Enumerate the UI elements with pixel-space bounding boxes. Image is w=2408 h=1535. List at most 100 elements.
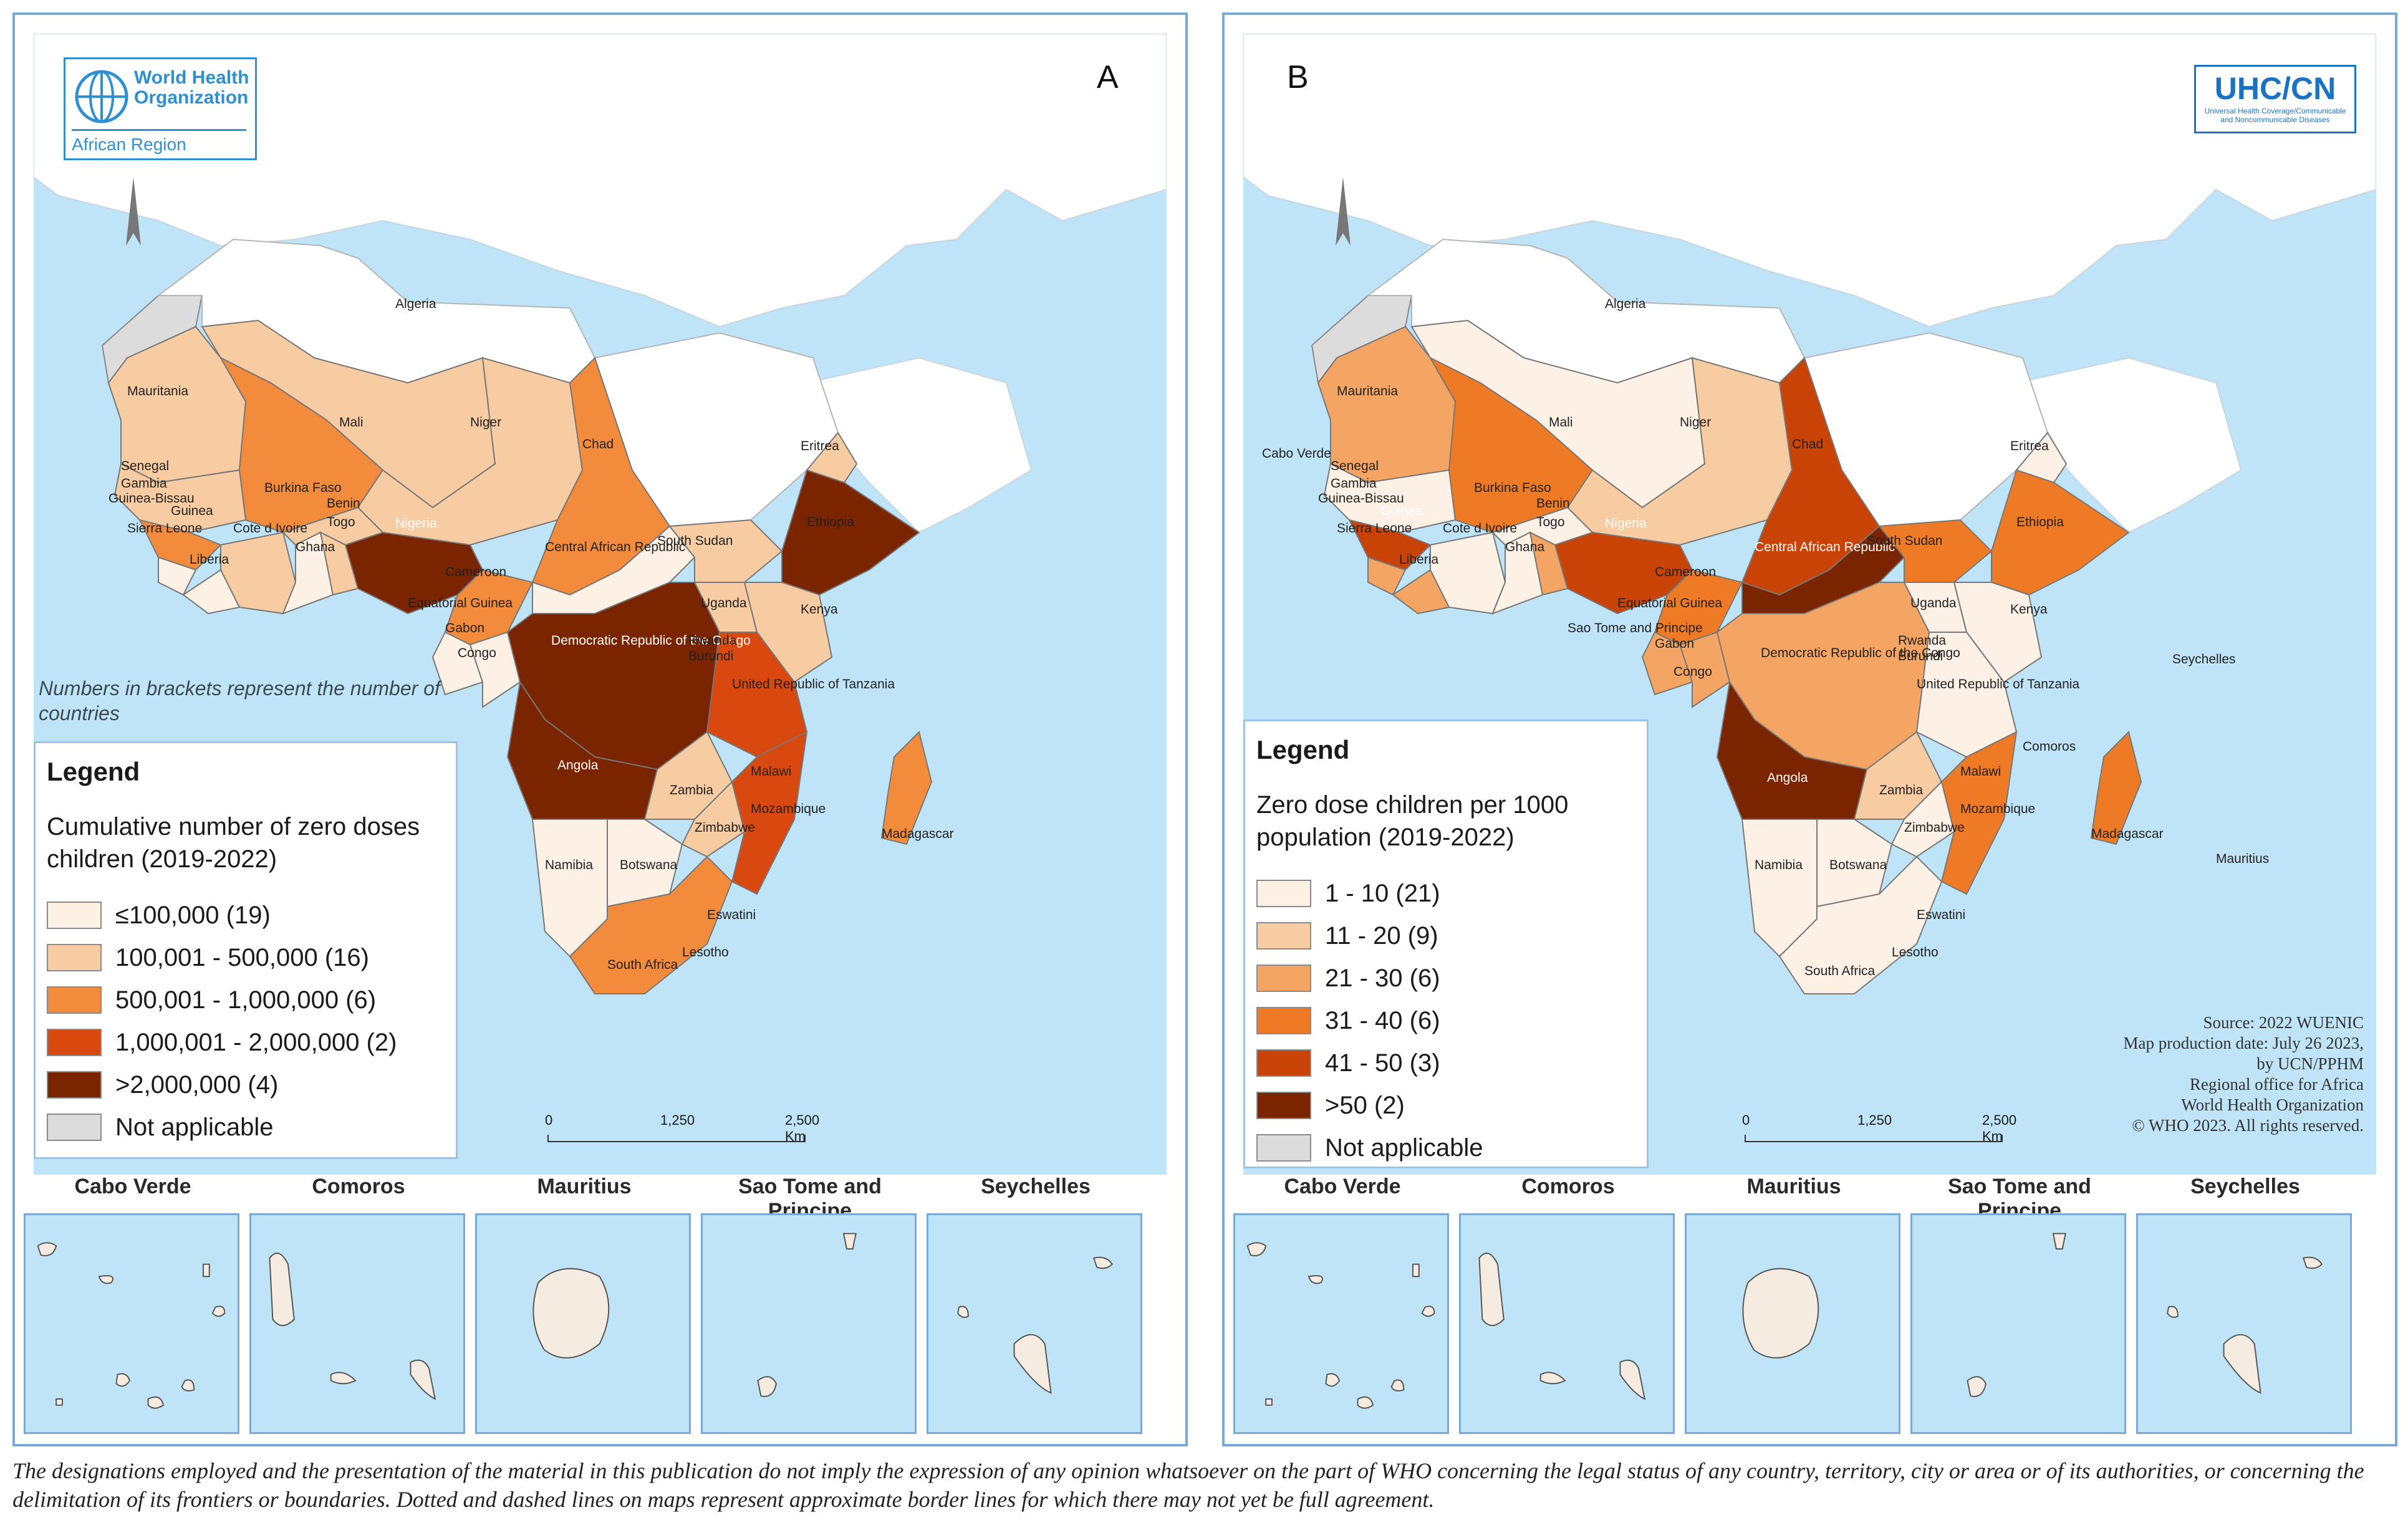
label-kenya: Kenya <box>2010 602 2048 617</box>
label-south-africa: South Africa <box>1804 964 1876 978</box>
label-guinea: Guinea <box>171 504 213 518</box>
label-namibia: Namibia <box>1755 858 1803 872</box>
scale-bar: 0 1,250 2,500 Km <box>545 1112 838 1156</box>
label-mauritania: Mauritania <box>1337 384 1398 398</box>
label-cabo-verde: Cabo Verde <box>1262 446 1331 461</box>
label-botswana: Botswana <box>1829 858 1887 872</box>
legend-label: 1,000,001 - 2,000,000 (2) <box>115 1028 397 1056</box>
who-line2: Organization <box>134 87 249 108</box>
source-line: Map production date: July 26 2023, <box>2123 1034 2364 1052</box>
label-zambia: Zambia <box>670 783 713 797</box>
europe-land <box>34 34 1167 328</box>
south-africa <box>569 855 733 994</box>
insets-a: Cabo Verde Comoros Mauritius Sao Tome and P… <box>24 1175 1177 1443</box>
map-note: Numbers in brackets represent the number… <box>39 677 440 724</box>
label-mali: Mali <box>339 415 364 430</box>
inset-islands <box>757 1233 857 1397</box>
label-liberia: Liberia <box>190 552 229 567</box>
label-uganda: Uganda <box>701 596 747 610</box>
label-car: Central African Republic <box>1755 540 1895 554</box>
map-panel-b: Algeria Mauritania Mali Niger Chad Cabo … <box>1222 12 2397 1446</box>
madagascar <box>2090 731 2142 845</box>
label-uganda: Uganda <box>1910 596 1957 610</box>
label-angola: Angola <box>557 758 599 772</box>
label-ethiopia: Ethiopia <box>807 515 854 529</box>
label-rwanda: Rwanda <box>688 633 736 648</box>
legend-swatch <box>47 902 102 929</box>
uhc-line1: Universal Health Coverage/Communicable <box>2204 107 2346 115</box>
inset-title: Comoros <box>1521 1175 1615 1198</box>
legend-swatch <box>1256 922 1311 950</box>
label-gabon: Gabon <box>1655 637 1694 651</box>
label-niger: Niger <box>1680 415 1711 430</box>
label-eswatini: Eswatini <box>707 908 756 922</box>
inset-islands <box>1478 1253 1646 1400</box>
scale-1250: 1,250 <box>1857 1112 1892 1128</box>
label-liberia: Liberia <box>1399 552 1438 567</box>
uhc-line2: and Noncommunicable Diseases <box>2220 115 2330 124</box>
label-guinea: Guinea <box>1380 504 1423 518</box>
inset-map: Comoros <box>1459 1175 1677 1443</box>
label-drc: Democratic Republic of the Congo <box>551 633 751 648</box>
mali <box>1428 356 1594 534</box>
legend-swatch <box>1256 965 1311 992</box>
inset-title: Sao Tome and Principe <box>738 1175 882 1223</box>
gabon <box>431 631 484 696</box>
legend-label: 31 - 40 (6) <box>1325 1006 1440 1034</box>
congo <box>469 631 521 708</box>
madagascar <box>880 731 933 845</box>
label-senegal: Senegal <box>1331 459 1379 473</box>
legend-label: 100,001 - 500,000 (16) <box>115 943 369 971</box>
botswana <box>1816 819 1893 908</box>
label-cameroon: Cameroon <box>445 565 506 579</box>
who-line1: World Health <box>134 67 249 88</box>
legend-row: 1,000,001 - 2,000,000 (2) <box>47 1021 445 1064</box>
inset-box <box>249 1213 465 1434</box>
source-line: © WHO 2023. All rights reserved. <box>2132 1116 2364 1135</box>
legend-title: Legend <box>47 757 140 786</box>
mozambique <box>1940 731 2018 895</box>
legend-label: 500,001 - 1,000,000 (6) <box>115 986 377 1014</box>
legend-label: 21 - 30 (6) <box>1325 964 1440 992</box>
label-gambia: Gambia <box>1331 476 1377 491</box>
inset-box <box>927 1213 1142 1434</box>
scale-0: 0 <box>545 1112 553 1128</box>
botswana <box>607 819 683 908</box>
legend-label: Not applicable <box>1325 1133 1483 1162</box>
inset-islands <box>1246 1242 1435 1409</box>
uhc-title: UHC/CN <box>2214 71 2336 106</box>
mozambique <box>731 731 808 895</box>
legend-swatch <box>47 1029 102 1056</box>
inset-islands <box>532 1268 610 1359</box>
legend-label: 41 - 50 (3) <box>1325 1049 1440 1077</box>
label-malawi: Malawi <box>1960 764 2001 779</box>
legend-row: 500,001 - 1,000,000 (6) <box>47 979 445 1021</box>
panel-letter: B <box>1287 59 1309 95</box>
legend-row: 21 - 30 (6) <box>1256 957 1635 999</box>
legend-row: 11 - 20 (9) <box>1256 915 1635 957</box>
legend-b: Legend Zero dose children per 1000 popul… <box>1243 719 1649 1168</box>
europe-land <box>1243 34 2376 328</box>
label-eswatini: Eswatini <box>1917 908 1965 922</box>
legend-a: Legend Cumulative number of zero doses c… <box>34 741 458 1159</box>
label-zambia: Zambia <box>1879 783 1923 797</box>
label-benin: Benin <box>327 496 360 511</box>
label-eritrea: Eritrea <box>801 439 839 453</box>
legend-label: 11 - 20 (9) <box>1325 921 1438 950</box>
inset-map: Sao Tome and Principe <box>701 1175 919 1443</box>
legend-row: >50 (2) <box>1256 1084 1635 1127</box>
label-madagascar: Madagascar <box>2091 827 2164 841</box>
inset-map: Sao Tome and Principe <box>1910 1175 2129 1443</box>
north-arrow-icon <box>1336 177 1351 246</box>
label-ghana: Ghana <box>296 540 335 554</box>
label-namibia: Namibia <box>545 858 593 872</box>
senegal <box>113 463 247 534</box>
scale-0: 0 <box>1742 1112 1750 1128</box>
inset-map: Cabo Verde <box>24 1175 242 1443</box>
legend-row: 100,001 - 500,000 (16) <box>47 936 445 979</box>
congo <box>1678 631 1731 708</box>
label-eritrea: Eritrea <box>2010 439 2049 453</box>
label-sierra-leone: Sierra Leone <box>1337 521 1412 536</box>
legend-label: >2,000,000 (4) <box>115 1071 279 1099</box>
label-congo: Congo <box>1674 665 1712 679</box>
